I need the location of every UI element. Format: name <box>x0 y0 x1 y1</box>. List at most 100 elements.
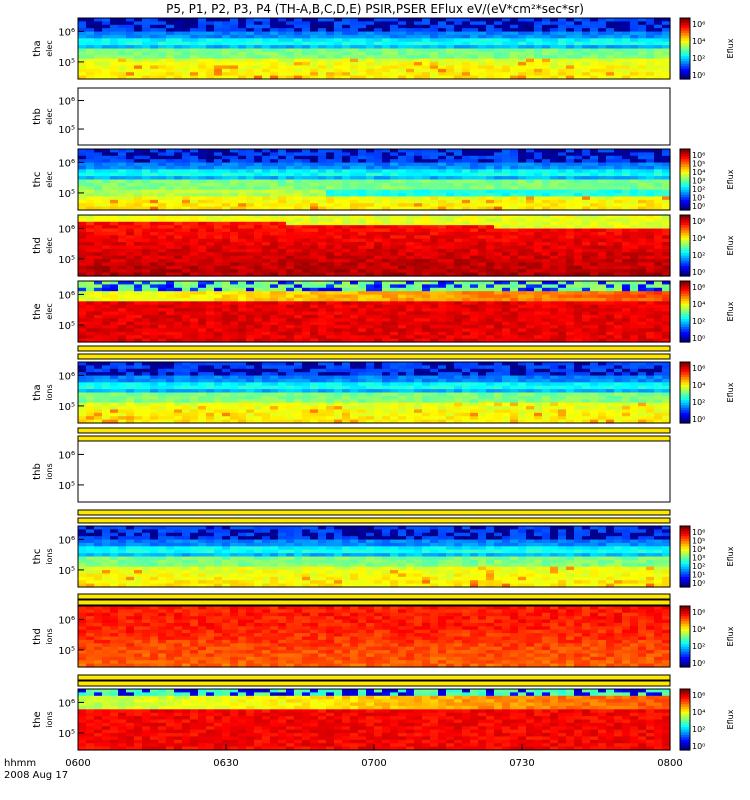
spectrogram-cell <box>390 218 399 223</box>
spectrogram-cell <box>182 225 191 230</box>
spectrogram-cell <box>118 186 127 191</box>
spectrogram-cell <box>94 24 103 29</box>
spectrogram-cell <box>270 68 279 73</box>
spectrogram-cell <box>182 176 191 181</box>
spectrogram-cell <box>206 179 215 184</box>
spectrogram-cell <box>390 269 399 274</box>
spectrogram-cell <box>158 28 167 33</box>
spectrogram-cell <box>662 242 671 247</box>
spectrogram-cell <box>558 238 567 243</box>
spectrogram-cell <box>662 225 671 230</box>
spectrogram-cell <box>358 338 367 343</box>
spectrogram-cell <box>222 58 231 63</box>
spectrogram-cell <box>662 228 671 233</box>
spectrogram-cell <box>662 176 671 181</box>
spectrogram-cell <box>518 265 527 270</box>
spectrogram-cell <box>334 162 343 167</box>
spectrogram-cell <box>366 196 375 201</box>
spectrogram-cell <box>238 238 247 243</box>
spectrogram-cell <box>254 196 263 201</box>
spectrogram-cell <box>574 172 583 177</box>
spectrogram-cell <box>390 272 399 277</box>
spectrogram-cell <box>118 68 127 73</box>
spectrogram-cell <box>166 182 175 187</box>
spectrogram-cell <box>518 21 527 26</box>
spectrogram-cell <box>294 199 303 204</box>
spectrogram-cell <box>478 262 487 267</box>
spectrogram-cell <box>318 38 327 43</box>
spectrogram-cell <box>342 284 351 289</box>
spectrogram-cell <box>262 284 271 289</box>
spectrogram-cell <box>158 308 167 313</box>
spectrogram-cell <box>134 314 143 319</box>
spectrogram-cell <box>318 294 327 299</box>
spectrogram-cell <box>342 304 351 309</box>
spectrogram-cell <box>166 215 175 219</box>
spectrogram-cell <box>118 255 127 260</box>
spectrogram-cell <box>566 272 575 277</box>
spectrogram-cell <box>638 38 647 43</box>
spectrogram-cell <box>278 242 287 247</box>
spectrogram-cell <box>390 228 399 233</box>
spectrogram-cell <box>502 179 511 184</box>
spectrogram-cell <box>454 318 463 323</box>
spectrogram-cell <box>550 45 559 50</box>
spectrogram-cell <box>118 149 127 153</box>
spectrogram-cell <box>558 272 567 277</box>
spectrogram-cell <box>286 218 295 223</box>
spectrogram-cell <box>342 152 351 157</box>
colorbar-segment <box>680 215 690 219</box>
spectrogram-cell <box>118 152 127 157</box>
spectrogram-cell <box>478 41 487 46</box>
spectrogram-cell <box>510 262 519 267</box>
spectrogram-cell <box>78 155 87 160</box>
spectrogram-cell <box>590 186 599 191</box>
spectrogram-cell <box>246 199 255 204</box>
colorbar-segment <box>680 220 690 224</box>
spectrogram-cell <box>198 159 207 164</box>
spectrogram-cell <box>350 165 359 170</box>
spectrogram-cell <box>358 45 367 50</box>
spectrogram-cell <box>118 287 127 292</box>
spectrogram-cell <box>294 21 303 26</box>
spectrogram-cell <box>110 301 119 306</box>
spectrogram-cell <box>222 203 231 208</box>
spectrogram-cell <box>654 41 663 46</box>
spectrogram-cell <box>366 206 375 211</box>
spectrogram-cell <box>318 51 327 56</box>
spectrogram-cell <box>254 169 263 174</box>
spectrogram-cell <box>398 338 407 343</box>
spectrogram-cell <box>150 297 159 302</box>
spectrogram-cell <box>102 225 111 230</box>
spectrogram-cell <box>358 297 367 302</box>
spectrogram-cell <box>350 248 359 253</box>
spectrogram-cell <box>470 215 479 219</box>
spectrogram-cell <box>358 269 367 274</box>
spectrogram-cell <box>510 172 519 177</box>
spectrogram-cell <box>150 203 159 208</box>
spectrogram-cell <box>150 169 159 174</box>
spectrogram-cell <box>398 58 407 63</box>
spectrogram-cell <box>86 291 95 296</box>
spectrogram-cell <box>238 265 247 270</box>
spectrogram-cell <box>358 262 367 267</box>
spectrogram-cell <box>142 294 151 299</box>
spectrogram-cell <box>78 196 87 201</box>
spectrogram-cell <box>550 186 559 191</box>
spectrogram-cell <box>326 34 335 39</box>
spectrogram-cell <box>270 242 279 247</box>
spectrogram-cell <box>518 169 527 174</box>
spectrogram-cell <box>662 218 671 223</box>
spectrogram-cell <box>638 193 647 198</box>
spectrogram-cell <box>230 225 239 230</box>
spectrogram-cell <box>614 31 623 36</box>
spectrogram-cell <box>502 45 511 50</box>
spectrogram-cell <box>654 75 663 80</box>
spectrogram-cell <box>470 265 479 270</box>
spectrogram-cell <box>310 62 319 67</box>
spectrogram-cell <box>406 58 415 63</box>
spectrogram-cell <box>382 328 391 333</box>
spectrogram-cell <box>182 165 191 170</box>
spectrogram-cell <box>510 62 519 67</box>
spectrogram-cell <box>414 269 423 274</box>
